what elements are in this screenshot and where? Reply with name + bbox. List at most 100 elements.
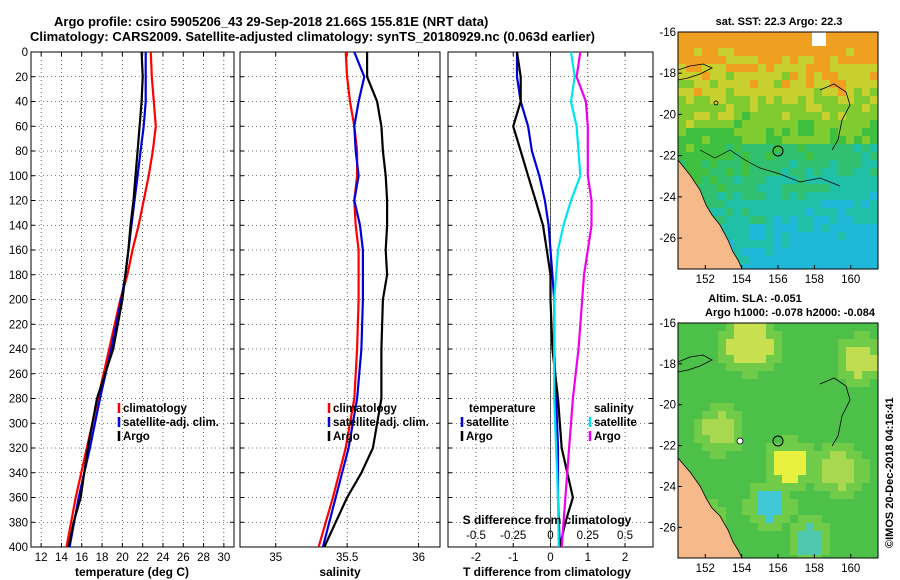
heatmap-cell — [870, 40, 878, 49]
heatmap-cell — [814, 144, 823, 153]
heatmap-cell — [766, 459, 775, 468]
heatmap-cell — [702, 459, 711, 468]
heatmap-cell — [822, 475, 831, 484]
heatmap-cell — [790, 443, 799, 452]
heatmap-cell — [798, 395, 807, 404]
heatmap-cell — [758, 48, 767, 57]
heatmap-cell — [838, 523, 847, 532]
heatmap-cell — [742, 112, 751, 121]
heatmap-cell — [702, 371, 711, 380]
heatmap-cell — [814, 467, 823, 476]
heatmap-cell — [702, 363, 711, 372]
heatmap-cell — [790, 515, 799, 524]
heatmap-cell — [734, 32, 743, 41]
heatmap-cell — [846, 40, 855, 49]
heatmap-cell — [838, 64, 847, 73]
heatmap-cell — [782, 120, 791, 129]
heatmap-cell — [782, 240, 791, 249]
temperature-ticks: 0 20 40 60 80 100 120 140 160 180 200 220 240 260 280 3… — [9, 47, 234, 564]
heatmap-cell — [734, 152, 743, 161]
heatmap-cell — [870, 523, 878, 532]
heatmap-cell — [830, 547, 839, 556]
heatmap-cell — [798, 136, 807, 145]
heatmap-cell — [758, 184, 767, 193]
heatmap-cell — [814, 531, 823, 540]
heatmap-cell — [702, 112, 711, 121]
heatmap-cell — [758, 40, 767, 49]
heatmap-cell — [862, 32, 871, 41]
heatmap-cell — [854, 216, 863, 225]
heatmap-cell — [870, 104, 878, 113]
heatmap-cell — [790, 168, 799, 177]
heatmap-cell — [686, 363, 695, 372]
heatmap-cell — [678, 419, 687, 428]
heatmap-cell — [694, 72, 703, 81]
heatmap-cell — [686, 379, 695, 388]
heatmap-cell — [710, 467, 719, 476]
heatmap-cell — [774, 64, 783, 73]
heatmap-cell — [686, 419, 695, 428]
heatmap-cell — [870, 419, 878, 428]
heatmap-cell — [750, 411, 759, 420]
heatmap-cell — [806, 459, 815, 468]
heatmap-cell — [774, 144, 783, 153]
heatmap-cell — [678, 128, 687, 137]
heatmap-cell — [806, 240, 815, 249]
heatmap-cell — [798, 216, 807, 225]
heatmap-cell — [686, 96, 695, 105]
heatmap-cell — [766, 419, 775, 428]
heatmap-cell — [854, 555, 863, 558]
heatmap-cell — [830, 459, 839, 468]
heatmap-cell — [782, 232, 791, 241]
heatmap-cell — [854, 491, 863, 500]
heatmap-cell — [862, 451, 871, 460]
heatmap-cell — [838, 200, 847, 209]
heatmap-cell — [702, 56, 711, 65]
heatmap-cell — [766, 443, 775, 452]
heatmap-cell — [854, 363, 863, 372]
heatmap-cell — [766, 56, 775, 65]
heatmap-cell — [846, 515, 855, 524]
heatmap-cell — [774, 96, 783, 105]
heatmap-cell — [734, 459, 743, 468]
heatmap-cell — [846, 491, 855, 500]
heatmap-cell — [686, 403, 695, 412]
heatmap-cell — [846, 152, 855, 161]
heatmap-cell — [854, 467, 863, 476]
heatmap-cell — [710, 371, 719, 380]
heatmap-cell — [862, 72, 871, 81]
heatmap-cell — [790, 411, 799, 420]
heatmap-cell — [686, 72, 695, 81]
heatmap-cell — [806, 104, 815, 113]
heatmap-cell — [774, 208, 783, 217]
heatmap-cell — [774, 363, 783, 372]
heatmap-cell — [814, 491, 823, 500]
heatmap-cell — [806, 371, 815, 380]
heatmap-cell — [838, 208, 847, 217]
heatmap-cell — [774, 224, 783, 233]
heatmap-cell — [862, 152, 871, 161]
heatmap-cell — [830, 539, 839, 548]
tick-label-x: 1 — [585, 552, 591, 564]
heatmap-cell — [758, 88, 767, 97]
heatmap-cell — [742, 363, 751, 372]
heatmap-cell — [838, 48, 847, 57]
heatmap-cell — [822, 555, 831, 558]
heatmap-cell — [806, 467, 815, 476]
heatmap-cell — [678, 72, 687, 81]
heatmap-cell — [846, 128, 855, 137]
heatmap-cell — [806, 128, 815, 137]
heatmap-cell — [750, 264, 759, 269]
heatmap-cell — [678, 56, 687, 65]
difference-top-xlabel: S difference from climatology — [463, 513, 632, 527]
heatmap-cell — [798, 347, 807, 356]
heatmap-cell — [678, 32, 687, 41]
heatmap-cell — [758, 539, 767, 548]
heatmap-cell — [758, 152, 767, 161]
heatmap-cell — [766, 323, 775, 332]
heatmap-cell — [718, 403, 727, 412]
heatmap-cell — [798, 403, 807, 412]
heatmap-cell — [718, 120, 727, 129]
legend-label: satellite-adj. clim. — [123, 417, 219, 429]
heatmap-cell — [830, 120, 839, 129]
